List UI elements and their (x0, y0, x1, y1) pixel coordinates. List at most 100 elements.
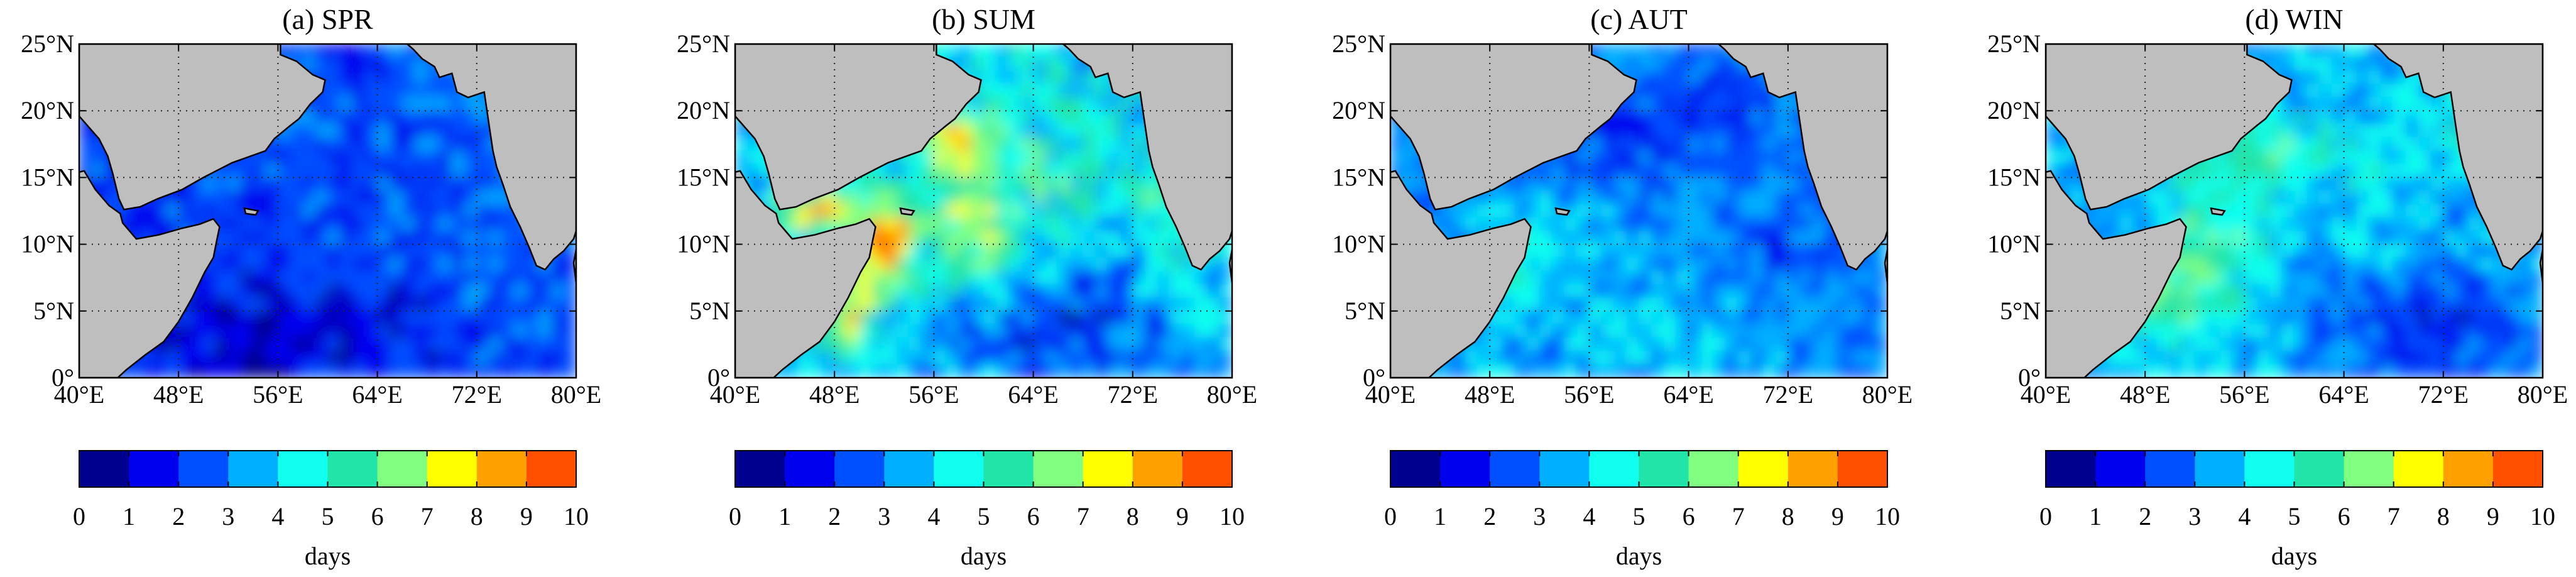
heatmap-cell (2244, 190, 2257, 205)
heatmap-cell (1700, 110, 1714, 124)
heatmap-cell (513, 324, 527, 338)
heatmap-cell (401, 84, 415, 98)
heatmap-cell (427, 244, 440, 258)
heatmap-cell (2368, 123, 2382, 138)
heatmap-cell (1762, 230, 1776, 245)
heatmap-cell (1033, 270, 1046, 285)
heatmap-cell (1626, 364, 1639, 378)
heatmap-cell (1812, 230, 1826, 245)
heatmap-cell (1700, 351, 1714, 365)
heatmap-cell (2269, 337, 2283, 352)
colorbar-tick-label: 6 (2338, 502, 2350, 530)
heatmap-cell (2530, 297, 2543, 312)
heatmap-cell (2344, 137, 2357, 151)
heatmap-cell (896, 297, 910, 312)
heatmap-cell (1094, 190, 1108, 205)
heatmap-cell (2281, 123, 2295, 138)
heatmap-cell (327, 297, 341, 312)
heatmap-cell (265, 163, 278, 178)
heatmap-cell (1676, 150, 1689, 165)
heatmap-cell (401, 244, 415, 258)
heatmap-cell (1206, 297, 1220, 312)
heatmap-cell (971, 57, 984, 71)
heatmap-cell (2294, 351, 2307, 365)
heatmap-cell (1588, 283, 1602, 299)
heatmap-cell (240, 257, 254, 272)
heatmap-cell (1033, 204, 1046, 218)
heatmap-cell (2306, 217, 2320, 231)
heatmap-cell (946, 163, 959, 178)
heatmap-cell (501, 351, 515, 365)
heatmap-cell (1045, 97, 1059, 111)
heatmap-cell (2244, 163, 2257, 178)
heatmap-cell (1825, 283, 1838, 299)
heatmap-cell (513, 270, 527, 285)
heatmap-cell (2232, 351, 2245, 365)
heatmap-cell (1527, 190, 1540, 205)
heatmap-cell (315, 364, 328, 378)
heatmap-cell (2256, 297, 2270, 312)
heatmap-cell (302, 244, 316, 258)
heatmap-cell (1837, 351, 1851, 365)
y-tick-label: 10°N (21, 230, 74, 258)
x-tick-label: 40°E (2021, 380, 2071, 409)
heatmap-cell (1120, 97, 1133, 111)
heatmap-cell (364, 44, 378, 58)
heatmap-cell (2355, 70, 2369, 85)
heatmap-cell (1132, 257, 1146, 272)
heatmap-cell (451, 190, 465, 205)
heatmap-cell (1825, 270, 1838, 285)
heatmap-cell (1057, 310, 1071, 325)
heatmap-cell (1157, 324, 1171, 338)
heatmap-cell (1676, 351, 1689, 365)
heatmap-cell (1008, 310, 1022, 325)
heatmap-cell (1663, 177, 1677, 192)
heatmap-cell (859, 324, 873, 338)
heatmap-cell (439, 150, 452, 165)
heatmap-cell (1613, 217, 1627, 231)
heatmap-cell (339, 337, 353, 352)
heatmap-cell (389, 324, 403, 338)
heatmap-cell (1688, 244, 1701, 258)
heatmap-cell (1700, 190, 1714, 205)
heatmap-cell (2306, 70, 2320, 85)
heatmap-cell (315, 324, 328, 338)
heatmap-cell (2405, 97, 2419, 111)
heatmap-cell (1120, 244, 1133, 258)
heatmap-cell (451, 217, 465, 231)
heatmap-cell (2157, 351, 2171, 365)
heatmap-cell (464, 364, 478, 378)
heatmap-cell (933, 177, 947, 192)
heatmap-cell (178, 204, 192, 218)
y-tick-label: 5°N (2000, 297, 2041, 325)
heatmap-cell (2505, 364, 2518, 378)
heatmap-cell (2244, 177, 2257, 192)
heatmap-cell (1713, 84, 1727, 98)
land-polygon (2046, 44, 2293, 211)
heatmap-cell (302, 310, 316, 325)
heatmap-cell (1700, 324, 1714, 338)
heatmap-cell (427, 84, 440, 98)
heatmap-cell (1033, 190, 1046, 205)
heatmap-cell (2505, 283, 2518, 299)
heatmap-cell (1676, 337, 1689, 352)
land-polygon (1554, 207, 1571, 216)
heatmap-cell (315, 110, 328, 124)
heatmap-cell (2368, 244, 2382, 258)
heatmap-cell (2318, 310, 2332, 325)
heatmap-cell (302, 283, 316, 299)
heatmap-cell (2306, 204, 2320, 218)
heatmap-cell (2318, 177, 2332, 192)
heatmap-cell (1663, 150, 1677, 165)
heatmap-cell (859, 297, 873, 312)
heatmap-cell (2157, 297, 2171, 312)
heatmap-cell (1045, 110, 1059, 124)
heatmap-cell (1465, 204, 1478, 218)
heatmap-cell (2269, 163, 2283, 178)
heatmap-cell (1601, 244, 1615, 258)
heatmap-cell (1837, 310, 1851, 325)
heatmap-cell (1132, 297, 1146, 312)
heatmap-cell (1639, 270, 1652, 285)
heatmap-cell (1045, 297, 1059, 312)
heatmap-cell (2355, 364, 2369, 378)
